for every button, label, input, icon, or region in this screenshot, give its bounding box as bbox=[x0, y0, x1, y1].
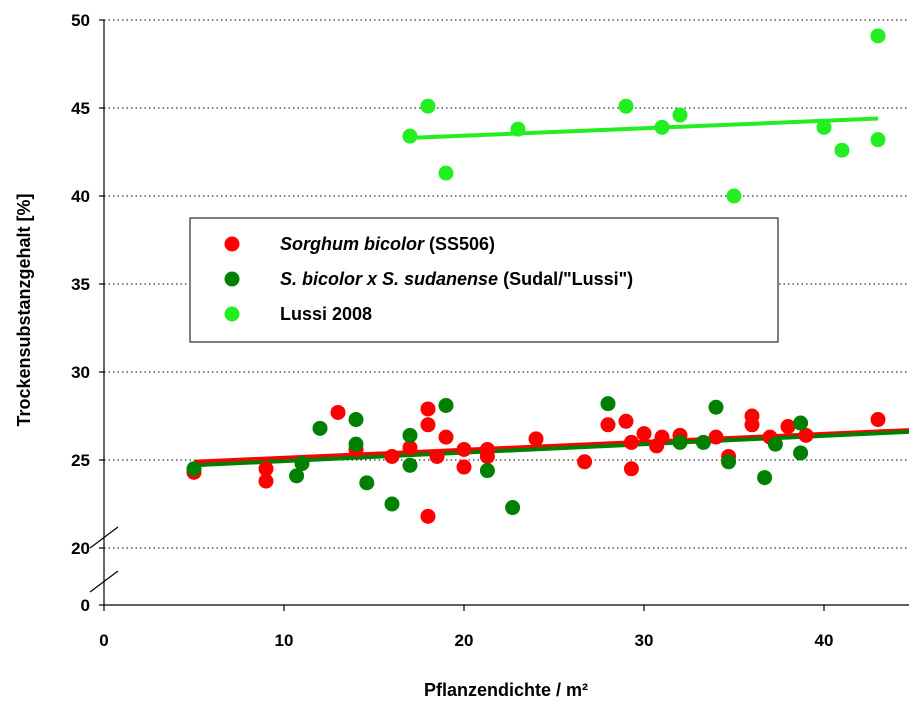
y-tick-label: 0 bbox=[81, 596, 90, 615]
data-point-series-1 bbox=[258, 461, 274, 477]
data-point-series-1 bbox=[384, 448, 400, 464]
data-point-series-2 bbox=[348, 436, 364, 452]
data-point-series-3 bbox=[510, 121, 526, 137]
axis-break-mark-lower bbox=[89, 570, 119, 593]
data-point-series-1 bbox=[623, 461, 639, 477]
data-point-series-1 bbox=[708, 429, 724, 445]
y-tick-label: 35 bbox=[71, 275, 90, 294]
data-point-series-1 bbox=[479, 448, 495, 464]
y-tick-label: 30 bbox=[71, 363, 90, 382]
data-point-series-3 bbox=[672, 107, 688, 123]
data-point-series-2 bbox=[708, 399, 724, 415]
data-point-series-3 bbox=[438, 165, 454, 181]
x-tick-label: 40 bbox=[815, 631, 834, 650]
data-point-series-1 bbox=[654, 429, 670, 445]
data-point-series-2 bbox=[384, 496, 400, 512]
trend-line-series-2 bbox=[193, 429, 909, 468]
data-point-series-2 bbox=[793, 415, 809, 431]
legend-marker-series-2 bbox=[224, 271, 240, 287]
data-point-series-1 bbox=[420, 508, 436, 524]
data-point-series-2 bbox=[721, 454, 737, 470]
data-point-series-2 bbox=[672, 434, 688, 450]
data-point-series-3 bbox=[816, 119, 832, 135]
data-point-series-1 bbox=[636, 426, 652, 442]
y-tick-label: 50 bbox=[71, 11, 90, 30]
data-point-series-1 bbox=[577, 454, 593, 470]
data-point-series-1 bbox=[429, 448, 445, 464]
data-point-series-1 bbox=[402, 440, 418, 456]
legend: Sorghum bicolor (SS506) S. bicolor x S. s… bbox=[189, 217, 779, 343]
data-point-series-2 bbox=[289, 468, 305, 484]
data-point-series-2 bbox=[294, 456, 310, 472]
data-point-series-1 bbox=[420, 401, 436, 417]
legend-label-italic: Sorghum bicolor bbox=[280, 234, 425, 254]
trend-lines bbox=[193, 116, 909, 468]
trend-line-series-3 bbox=[409, 116, 879, 140]
x-tick-label: 20 bbox=[455, 631, 474, 650]
axis-break-mark-upper bbox=[89, 526, 119, 549]
y-tick-label: 25 bbox=[71, 451, 90, 470]
data-point-series-2 bbox=[600, 396, 616, 412]
legend-label-rest: (Sudal/"Lussi") bbox=[498, 269, 633, 289]
x-tick-label: 30 bbox=[635, 631, 654, 650]
data-point-series-2 bbox=[767, 436, 783, 452]
data-point-series-2 bbox=[402, 427, 418, 443]
data-point-series-3 bbox=[402, 128, 418, 144]
y-tick-label: 20 bbox=[71, 539, 90, 558]
data-point-series-1 bbox=[600, 417, 616, 433]
tick-labels: 0 20 25 30 35 40 45 50 0 10 20 30 40 bbox=[71, 11, 833, 650]
legend-marker-series-3 bbox=[224, 306, 240, 322]
y-axis-title: Trockensubstanzgehalt [%] bbox=[14, 193, 34, 426]
y-tick-label: 45 bbox=[71, 99, 90, 118]
data-point-series-1 bbox=[456, 459, 472, 475]
data-point-series-2 bbox=[505, 500, 521, 516]
data-point-series-2 bbox=[312, 420, 328, 436]
data-point-series-3 bbox=[726, 188, 742, 204]
y-tick-label: 40 bbox=[71, 187, 90, 206]
data-point-series-1 bbox=[528, 431, 544, 447]
data-point-series-1 bbox=[744, 417, 760, 433]
data-point-series-1 bbox=[798, 427, 814, 443]
data-point-series-3 bbox=[870, 132, 886, 148]
legend-label-italic: S. bicolor x S. sudanense bbox=[280, 269, 498, 289]
data-point-series-3 bbox=[420, 98, 436, 114]
data-point-series-1 bbox=[623, 434, 639, 450]
data-point-series-2 bbox=[359, 475, 375, 491]
data-point-series-2 bbox=[695, 434, 711, 450]
data-point-series-3 bbox=[654, 119, 670, 135]
data-point-series-1 bbox=[258, 473, 274, 489]
data-point-series-1 bbox=[780, 419, 796, 435]
data-point-series-1 bbox=[456, 441, 472, 457]
trend-line-series-1 bbox=[193, 428, 909, 464]
legend-label-series-2: S. bicolor x S. sudanense (Sudal/"Lussi"… bbox=[280, 269, 633, 289]
data-points bbox=[186, 28, 886, 524]
legend-marker-series-1 bbox=[224, 236, 240, 252]
data-point-series-2 bbox=[348, 412, 364, 428]
data-point-series-2 bbox=[438, 397, 454, 413]
legend-label-series-1: Sorghum bicolor (SS506) bbox=[280, 234, 495, 254]
data-point-series-1 bbox=[870, 412, 886, 428]
legend-label-rest: (SS506) bbox=[424, 234, 495, 254]
data-point-series-3 bbox=[870, 28, 886, 44]
legend-label-series-3: Lussi 2008 bbox=[280, 304, 372, 324]
x-tick-label: 10 bbox=[275, 631, 294, 650]
legend-label-rest: Lussi 2008 bbox=[280, 304, 372, 324]
data-point-series-1 bbox=[330, 404, 346, 420]
data-point-series-1 bbox=[618, 413, 634, 429]
data-point-series-3 bbox=[618, 98, 634, 114]
axes bbox=[89, 20, 909, 606]
data-point-series-2 bbox=[479, 463, 495, 479]
data-point-series-2 bbox=[186, 461, 202, 477]
data-point-series-2 bbox=[402, 457, 418, 473]
data-point-series-2 bbox=[757, 470, 773, 486]
data-point-series-2 bbox=[793, 445, 809, 461]
x-axis-title: Pflanzendichte / m² bbox=[424, 680, 588, 700]
legend-box bbox=[189, 217, 779, 343]
data-point-series-1 bbox=[438, 429, 454, 445]
x-tick-label: 0 bbox=[99, 631, 108, 650]
data-point-series-3 bbox=[834, 142, 850, 158]
data-point-series-1 bbox=[420, 417, 436, 433]
